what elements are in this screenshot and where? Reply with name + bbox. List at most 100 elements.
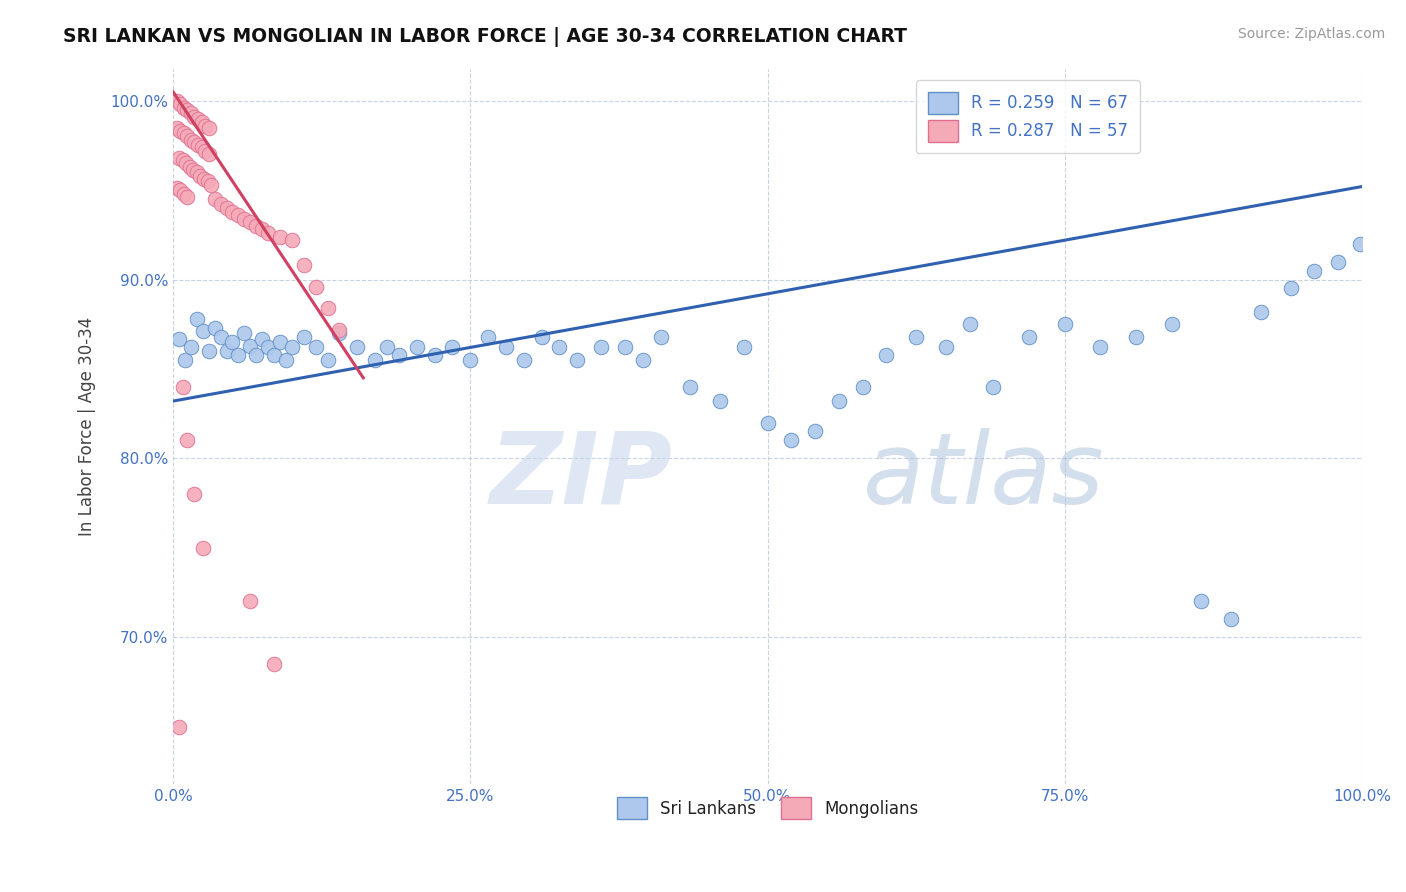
Point xyxy=(316,353,339,368)
Point xyxy=(959,317,981,331)
Point xyxy=(780,434,803,448)
Point xyxy=(197,344,219,359)
Point xyxy=(269,229,291,244)
Point xyxy=(263,348,285,362)
Point xyxy=(193,172,215,186)
Point xyxy=(495,341,517,355)
Point xyxy=(852,380,875,394)
Point xyxy=(190,169,212,183)
Point xyxy=(190,115,212,129)
Point xyxy=(228,208,250,222)
Point xyxy=(190,140,212,154)
Point xyxy=(292,258,315,272)
Point xyxy=(935,341,957,355)
Point xyxy=(250,331,273,345)
Point xyxy=(274,353,297,368)
Point xyxy=(375,341,398,355)
Point xyxy=(1125,329,1147,343)
Point xyxy=(167,331,190,345)
Point xyxy=(174,353,197,368)
Point xyxy=(983,380,1005,394)
Point xyxy=(187,138,209,153)
Point xyxy=(183,487,205,501)
Point xyxy=(1327,254,1350,268)
Text: SRI LANKAN VS MONGOLIAN IN LABOR FORCE | AGE 30-34 CORRELATION CHART: SRI LANKAN VS MONGOLIAN IN LABOR FORCE |… xyxy=(63,27,907,46)
Point xyxy=(263,657,285,671)
Point xyxy=(1160,317,1182,331)
Point xyxy=(239,339,262,353)
Point xyxy=(1348,236,1371,251)
Point xyxy=(1303,263,1326,277)
Point xyxy=(209,329,232,343)
Text: Source: ZipAtlas.com: Source: ZipAtlas.com xyxy=(1237,27,1385,41)
Point xyxy=(613,341,636,355)
Point xyxy=(364,353,387,368)
Point xyxy=(458,353,481,368)
Point xyxy=(179,160,201,174)
Point xyxy=(221,204,243,219)
Point xyxy=(441,341,464,355)
Point xyxy=(173,126,195,140)
Point xyxy=(733,341,755,355)
Point xyxy=(828,394,851,409)
Point xyxy=(194,144,217,158)
Point xyxy=(191,541,214,555)
Point xyxy=(174,156,197,170)
Point xyxy=(423,348,446,362)
Point xyxy=(567,353,589,368)
Point xyxy=(250,222,273,236)
Text: ZIP: ZIP xyxy=(489,427,672,524)
Legend: Sri Lankans, Mongolians: Sri Lankans, Mongolians xyxy=(610,790,925,825)
Point xyxy=(166,120,188,135)
Point xyxy=(328,322,350,336)
Point xyxy=(176,434,198,448)
Point xyxy=(183,135,205,149)
Point xyxy=(1191,594,1213,608)
Point xyxy=(167,719,190,733)
Point xyxy=(166,94,188,108)
Point xyxy=(183,110,205,124)
Point xyxy=(281,233,304,247)
Point xyxy=(215,201,238,215)
Point xyxy=(181,163,204,178)
Point xyxy=(346,341,368,355)
Point xyxy=(1053,317,1076,331)
Point xyxy=(173,186,195,201)
Point xyxy=(530,329,553,343)
Point xyxy=(1279,281,1302,295)
Point xyxy=(650,329,672,343)
Point xyxy=(228,348,250,362)
Point xyxy=(180,106,202,120)
Point xyxy=(679,380,702,394)
Point xyxy=(200,178,222,192)
Point xyxy=(269,335,291,350)
Point xyxy=(176,190,198,204)
Point xyxy=(194,119,217,133)
Point xyxy=(215,344,238,359)
Point xyxy=(1090,341,1112,355)
Point xyxy=(477,329,499,343)
Point xyxy=(172,380,194,394)
Point xyxy=(257,341,280,355)
Point xyxy=(169,124,191,138)
Point xyxy=(204,192,226,206)
Point xyxy=(875,348,897,362)
Point xyxy=(328,326,350,340)
Point xyxy=(233,326,256,340)
Point xyxy=(233,211,256,226)
Point xyxy=(257,226,280,240)
Point xyxy=(245,219,267,233)
Point xyxy=(281,341,304,355)
Point xyxy=(172,153,194,167)
Point xyxy=(167,151,190,165)
Point xyxy=(292,329,315,343)
Point xyxy=(169,183,191,197)
Point xyxy=(905,329,928,343)
Point xyxy=(186,311,208,326)
Point xyxy=(166,181,188,195)
Point xyxy=(316,301,339,315)
Y-axis label: In Labor Force | Age 30-34: In Labor Force | Age 30-34 xyxy=(79,317,96,536)
Point xyxy=(197,120,219,135)
Point xyxy=(1250,304,1272,318)
Point xyxy=(709,394,731,409)
